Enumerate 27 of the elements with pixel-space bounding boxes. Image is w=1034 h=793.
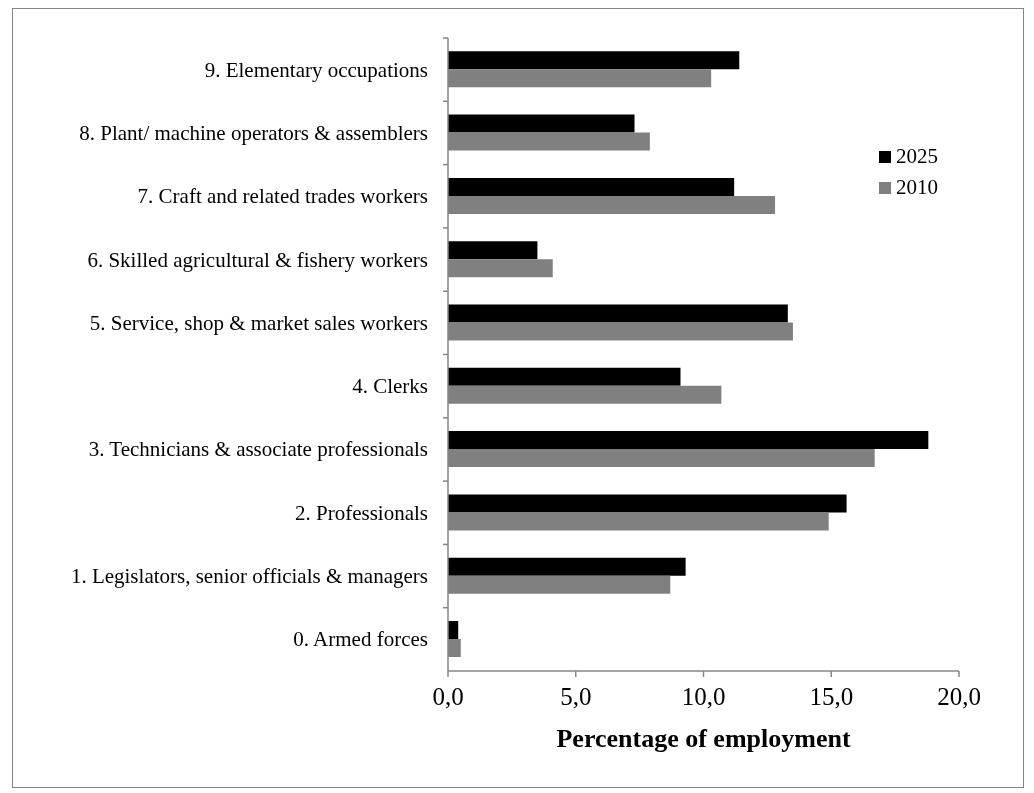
bar bbox=[448, 51, 740, 70]
y-tick-label: 9. Elementary occupations bbox=[204, 57, 428, 82]
bar bbox=[448, 177, 735, 196]
y-tick-label: 3. Technicians & associate professionals bbox=[88, 437, 428, 462]
x-tick-label: 10,0 bbox=[681, 682, 726, 710]
x-tick-label: 0,0 bbox=[432, 682, 464, 710]
y-tick-label: 2. Professionals bbox=[295, 500, 428, 525]
bar bbox=[448, 557, 686, 576]
bar bbox=[448, 304, 788, 323]
bar bbox=[448, 241, 538, 260]
legend-label: 2025 bbox=[896, 144, 938, 169]
x-tick-label: 5,0 bbox=[560, 682, 592, 710]
bar bbox=[448, 494, 847, 513]
bar bbox=[448, 114, 635, 133]
y-tick-label: 1. Legislators, senior officials & managers bbox=[70, 564, 428, 589]
y-tick-label: 7. Craft and related trades workers bbox=[137, 184, 428, 209]
y-tick-label: 0. Armed forces bbox=[293, 627, 428, 652]
y-tick-label: 8. Plant/ machine operators & assemblers bbox=[79, 120, 428, 145]
x-tick-label: 15,0 bbox=[809, 682, 854, 710]
y-tick-label: 5. Service, shop & market sales workers bbox=[89, 310, 428, 335]
x-axis-title: Percentage of employment bbox=[556, 724, 851, 753]
y-tick-label: 4. Clerks bbox=[352, 374, 428, 399]
y-tick-label: 6. Skilled agricultural & fishery workers bbox=[87, 247, 428, 272]
x-tick-label: 20,0 bbox=[937, 682, 981, 710]
legend-label: 2010 bbox=[896, 175, 938, 200]
bar bbox=[448, 367, 681, 386]
bar bbox=[448, 431, 929, 450]
